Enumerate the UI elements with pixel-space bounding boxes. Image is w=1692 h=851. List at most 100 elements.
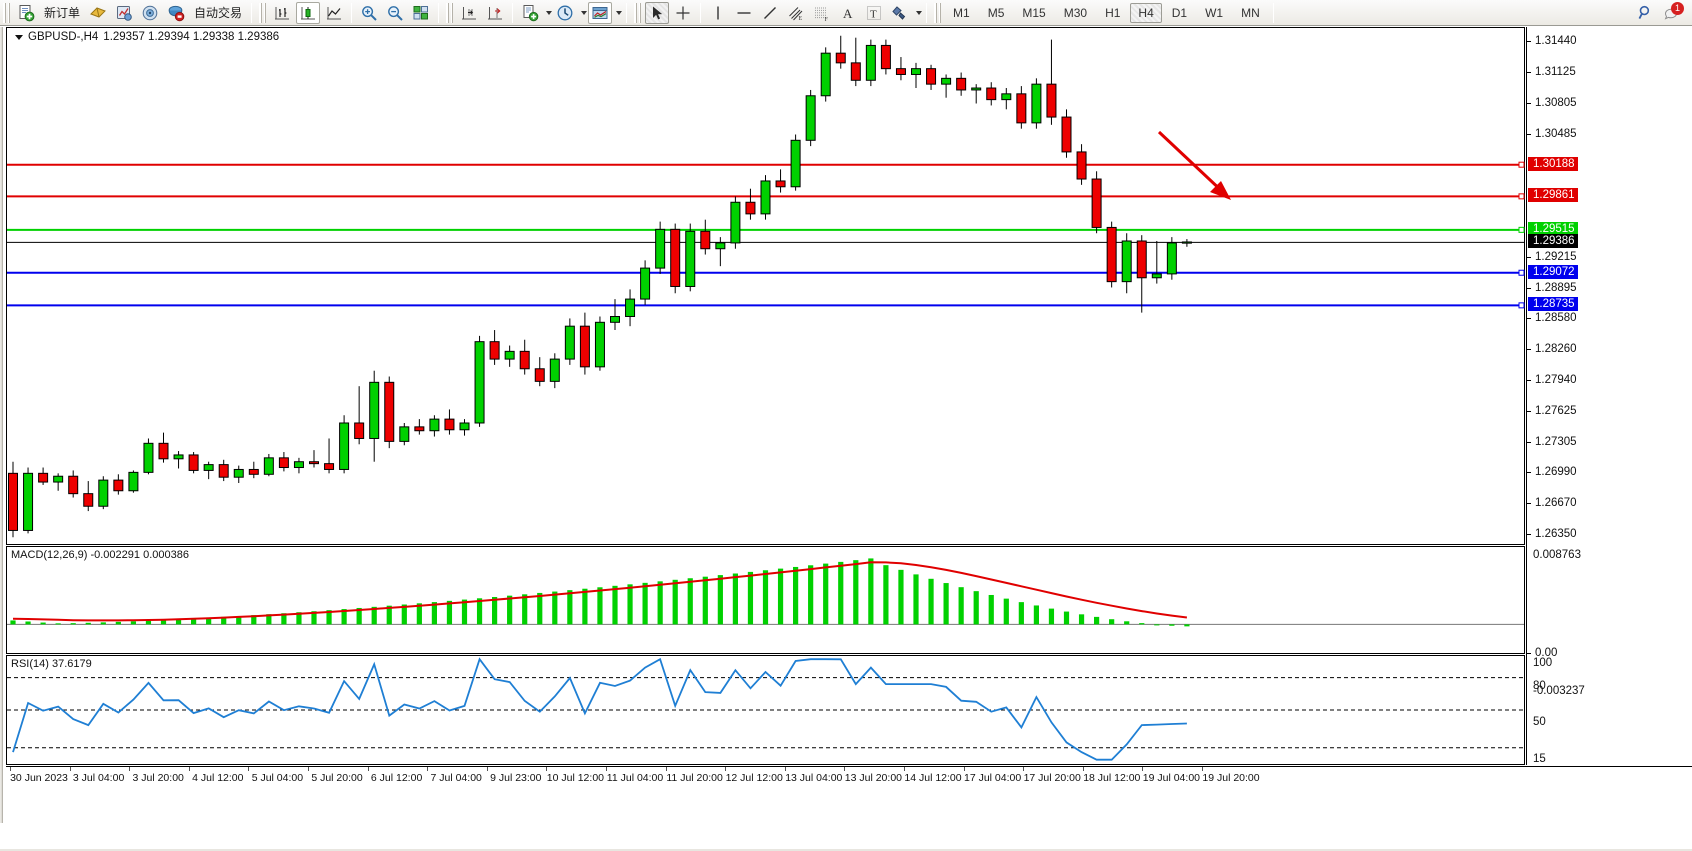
time-tick-label: 6 Jul 12:00 bbox=[370, 772, 423, 784]
level-line-1.30188[interactable] bbox=[7, 161, 1525, 168]
market-watch-icon[interactable] bbox=[112, 2, 136, 24]
toolbar-grip[interactable] bbox=[3, 2, 11, 23]
macd-histogram-bar bbox=[85, 622, 91, 625]
macd-histogram-bar bbox=[597, 587, 603, 625]
price-tag-pivot-line[interactable]: 1.28735 bbox=[1528, 297, 1578, 312]
symbol-label: GBPUSD-,H4 bbox=[28, 31, 99, 43]
trendline-icon[interactable] bbox=[758, 2, 782, 24]
price-tag-pivot-line[interactable]: 1.29072 bbox=[1528, 264, 1578, 279]
time-tick-label: 10 Jul 12:00 bbox=[546, 772, 604, 784]
period-dropdown-icon[interactable] bbox=[581, 10, 588, 15]
price-pane[interactable]: GBPUSD-,H4 1.29357 1.29394 1.29338 1.293… bbox=[6, 27, 1525, 545]
price-tag-resistance-line[interactable]: 1.30188 bbox=[1528, 156, 1578, 171]
templates-dropdown-icon[interactable] bbox=[546, 10, 553, 15]
notifications-icon[interactable]: 1 bbox=[1660, 1, 1684, 24]
autotrade-icon[interactable] bbox=[164, 2, 188, 24]
toolbar-grip-5[interactable] bbox=[934, 2, 943, 23]
macd-histogram-bar bbox=[898, 569, 904, 625]
zoom-out-icon[interactable] bbox=[383, 2, 407, 24]
autotrade-label[interactable]: 自动交易 bbox=[194, 6, 243, 20]
macd-histogram-bar bbox=[1078, 614, 1085, 625]
macd-histogram-bar bbox=[1063, 611, 1070, 625]
candle bbox=[128, 470, 139, 493]
time-scale[interactable]: 30 Jun 2023 3 Jul 04:00 3 Jul 20:00 4 Jul 1… bbox=[6, 766, 1692, 790]
price-tag-last-price[interactable]: 1.29386 bbox=[1528, 234, 1578, 249]
line-chart-icon[interactable] bbox=[322, 2, 346, 24]
new-order-label[interactable]: 新订单 bbox=[44, 6, 81, 20]
vertical-line-icon[interactable] bbox=[706, 2, 730, 24]
timeframe-h4[interactable]: H4 bbox=[1130, 2, 1162, 23]
templates-icon[interactable] bbox=[518, 2, 542, 24]
drawings-icon[interactable] bbox=[888, 2, 912, 24]
timeframe-m30[interactable]: M30 bbox=[1063, 5, 1088, 20]
price-tick: 1.28580 bbox=[1527, 312, 1577, 324]
candle bbox=[865, 39, 876, 87]
search-icon[interactable] bbox=[1634, 2, 1658, 24]
navigator-icon[interactable] bbox=[138, 2, 162, 24]
price-tag-resistance-line[interactable]: 1.29861 bbox=[1528, 188, 1578, 203]
macd-histogram-bar bbox=[853, 560, 859, 625]
timeframe-m1[interactable]: M1 bbox=[953, 5, 970, 20]
macd-histogram-bar bbox=[642, 582, 648, 625]
price-tick: 1.27940 bbox=[1527, 374, 1577, 386]
timeframe-m5[interactable]: M5 bbox=[987, 5, 1005, 20]
cursor-icon[interactable] bbox=[645, 1, 670, 24]
indicators-dropdown-icon[interactable] bbox=[616, 10, 623, 15]
timeframe-w1[interactable]: W1 bbox=[1205, 5, 1224, 20]
zoom-in-icon[interactable] bbox=[357, 2, 381, 24]
time-tick-mark bbox=[129, 767, 131, 771]
timeframe-d1[interactable]: D1 bbox=[1171, 5, 1188, 20]
chart-horizontal-scrollbar[interactable] bbox=[0, 849, 1692, 851]
chart-vertical-scrollbar[interactable] bbox=[0, 27, 3, 823]
text-label-icon[interactable]: A bbox=[836, 2, 860, 24]
fibonacci-icon[interactable]: F bbox=[810, 2, 834, 24]
price-tag-support-line[interactable]: 1.29515 bbox=[1528, 221, 1578, 236]
period-icon[interactable] bbox=[553, 2, 577, 24]
arrow-annotation[interactable] bbox=[1157, 130, 1231, 200]
rsi-tick-label: 80 bbox=[1533, 680, 1546, 692]
new-order-icon[interactable] bbox=[14, 2, 38, 24]
candle bbox=[263, 453, 274, 477]
macd-histogram-bar bbox=[461, 599, 468, 625]
toolbar-grip-2[interactable] bbox=[259, 2, 268, 23]
timeframe-m15[interactable]: M15 bbox=[1022, 5, 1046, 20]
candle bbox=[971, 84, 982, 104]
level-line-1.28735[interactable] bbox=[7, 302, 1525, 309]
price-tick-label: 1.31125 bbox=[1535, 65, 1576, 78]
price-tick-label: 1.27940 bbox=[1535, 374, 1577, 387]
shift-end-icon[interactable] bbox=[457, 2, 481, 24]
toolbar-grip-4[interactable] bbox=[634, 2, 643, 23]
level-line-1.29515[interactable] bbox=[7, 226, 1525, 233]
macd-histogram-bar bbox=[266, 614, 272, 625]
expert-advisors-icon[interactable] bbox=[86, 2, 110, 24]
price-scale[interactable]: 1.31440 1.31125 1.30805 1.30485 1.29215 1.288… bbox=[1526, 27, 1692, 779]
text-box-icon[interactable]: T bbox=[862, 2, 886, 24]
macd-histogram-bar bbox=[55, 623, 61, 625]
rsi-pane[interactable]: RSI(14) 37.6179 bbox=[6, 655, 1525, 765]
macd-tick-label: -0.003237 bbox=[1533, 685, 1585, 697]
macd-histogram-bar bbox=[883, 565, 889, 625]
candle bbox=[1001, 88, 1012, 110]
macd-histogram-bar bbox=[10, 620, 16, 625]
timeframe-mn[interactable]: MN bbox=[1241, 5, 1260, 20]
equidistant-channel-icon[interactable]: E bbox=[784, 2, 808, 24]
drawings-dropdown-icon[interactable] bbox=[916, 10, 923, 15]
chevron-down-icon[interactable] bbox=[15, 34, 23, 40]
candlestick-icon[interactable] bbox=[296, 1, 321, 24]
price-tick-label: 1.27305 bbox=[1535, 435, 1577, 448]
auto-scroll-icon[interactable] bbox=[483, 2, 507, 24]
bar-chart-icon[interactable] bbox=[270, 2, 294, 24]
macd-histogram-bar bbox=[522, 594, 528, 625]
toolbar-grip-3[interactable] bbox=[446, 2, 455, 23]
candle bbox=[790, 134, 801, 191]
macd-pane[interactable]: MACD(12,26,9) -0.002291 0.000386 bbox=[6, 546, 1525, 654]
level-line-1.29072[interactable] bbox=[7, 269, 1525, 276]
time-tick-mark bbox=[546, 767, 548, 771]
indicators-icon[interactable] bbox=[588, 1, 613, 24]
timeframe-h1[interactable]: H1 bbox=[1105, 5, 1121, 20]
tile-windows-icon[interactable] bbox=[409, 2, 433, 24]
price-tick: 1.26350 bbox=[1527, 528, 1577, 540]
horizontal-line-icon[interactable] bbox=[732, 2, 756, 24]
macd-histogram-bar bbox=[567, 590, 573, 625]
crosshair-icon[interactable] bbox=[671, 2, 695, 24]
